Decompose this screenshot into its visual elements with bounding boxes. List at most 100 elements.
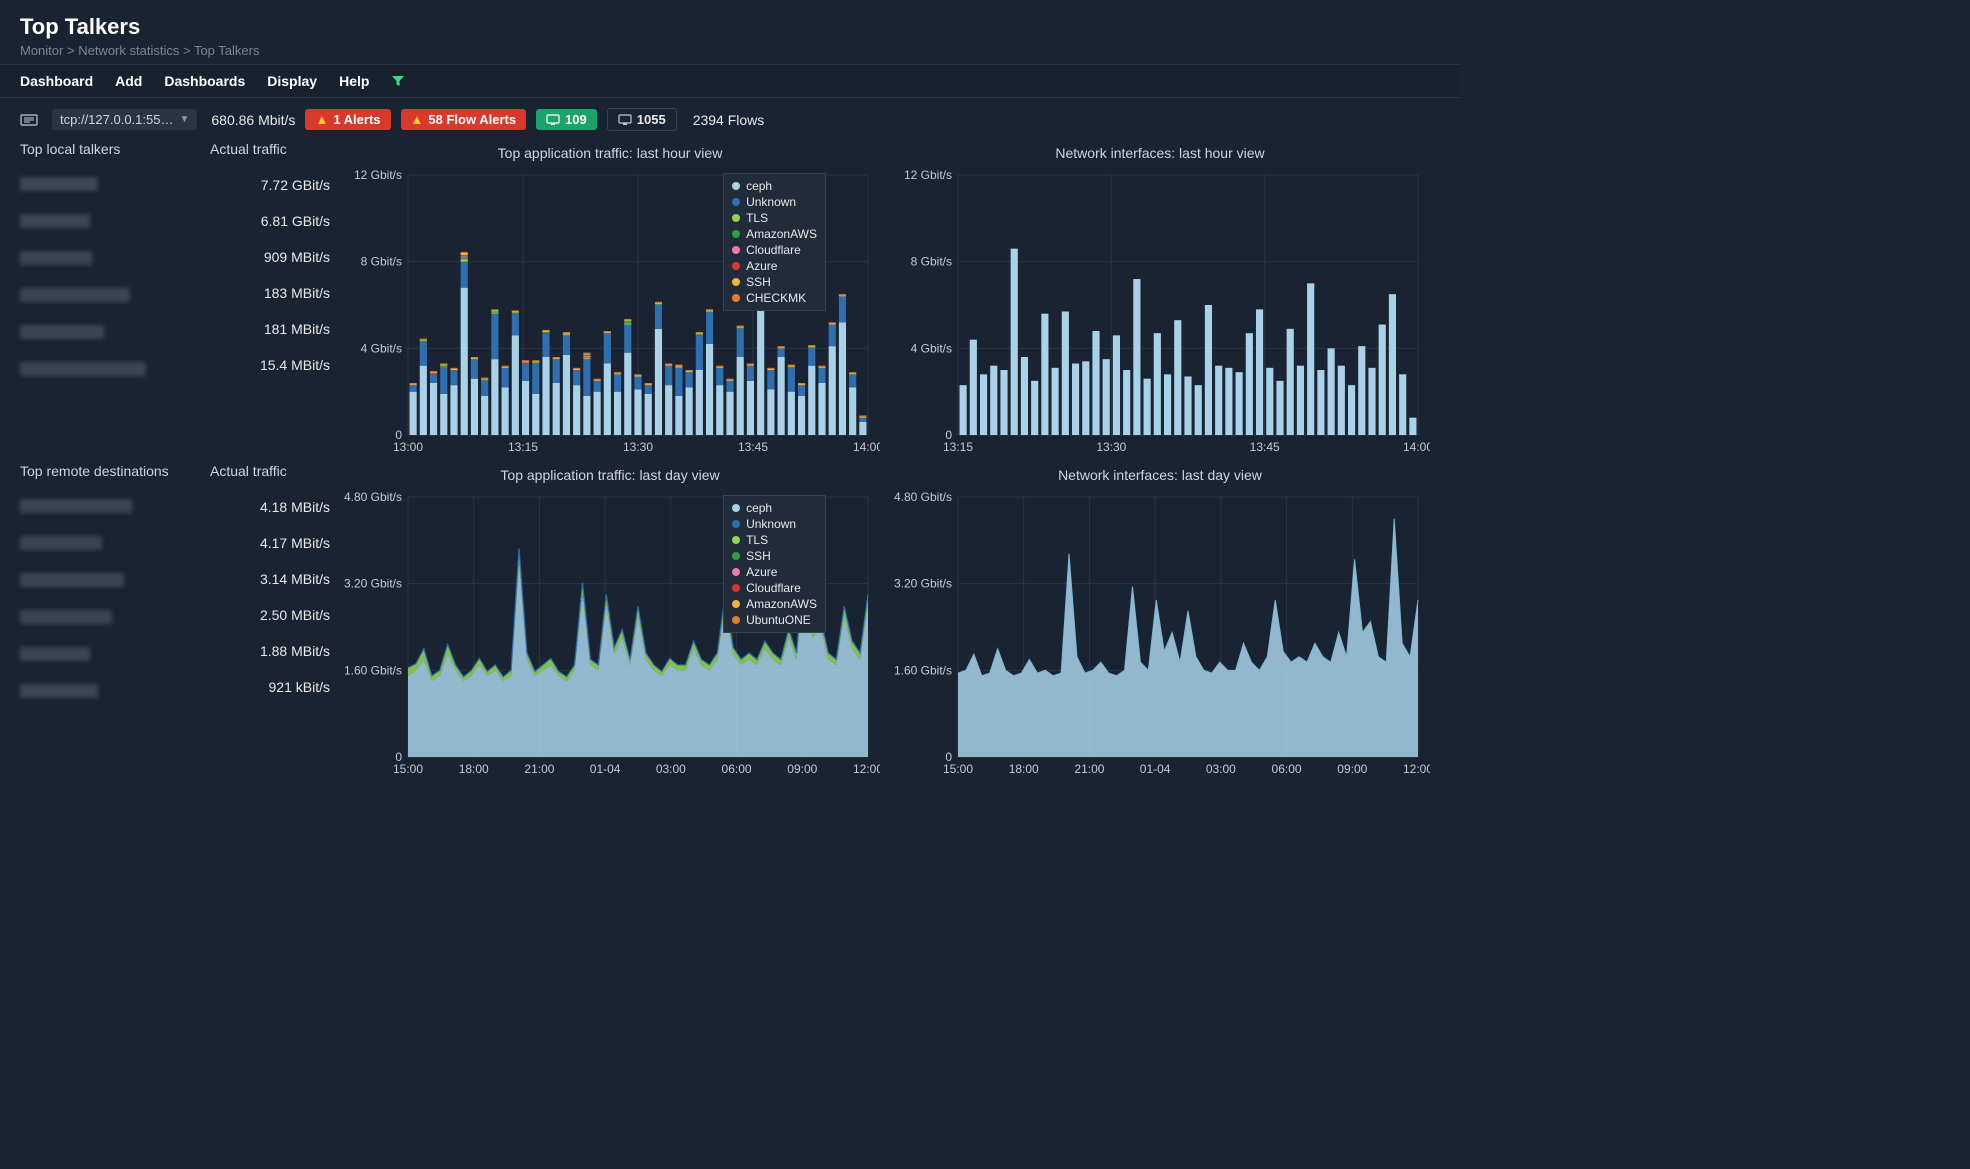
svg-text:8 Gbit/s: 8 Gbit/s xyxy=(361,255,402,269)
legend-app-day: cephUnknownTLSSSHAzureCloudflareAmazonAW… xyxy=(723,495,826,633)
warning-icon: ▲ xyxy=(411,112,424,127)
svg-text:03:00: 03:00 xyxy=(1206,762,1236,776)
hosts-green-badge[interactable]: 109 xyxy=(536,109,597,130)
alerts-badge[interactable]: ▲ 1 Alerts xyxy=(305,109,390,130)
filter-icon[interactable] xyxy=(391,74,405,88)
legend-item[interactable]: SSH xyxy=(732,274,817,290)
legend-item[interactable]: Unknown xyxy=(732,516,817,532)
chevron-down-icon: ▼ xyxy=(179,114,189,125)
svg-text:12:00: 12:00 xyxy=(853,762,880,776)
legend-item[interactable]: ceph xyxy=(732,178,817,194)
chart-if-day-svg[interactable]: 01.60 Gbit/s3.20 Gbit/s4.80 Gbit/s15:001… xyxy=(890,489,1430,779)
local-talker-list xyxy=(20,163,200,379)
host-icon xyxy=(546,114,560,126)
svg-text:13:45: 13:45 xyxy=(738,440,768,454)
list-item[interactable] xyxy=(20,610,200,627)
warning-icon: ▲ xyxy=(315,112,328,127)
svg-text:09:00: 09:00 xyxy=(787,762,817,776)
list-item[interactable] xyxy=(20,573,200,590)
svg-text:06:00: 06:00 xyxy=(1272,762,1302,776)
traffic-value: 4.17 MBit/s xyxy=(210,535,330,551)
svg-text:3.20 Gbit/s: 3.20 Gbit/s xyxy=(894,577,952,591)
svg-text:12:00: 12:00 xyxy=(1403,762,1430,776)
list-item[interactable] xyxy=(20,499,200,516)
list-item[interactable] xyxy=(20,251,200,268)
legend-item[interactable]: Azure xyxy=(732,564,817,580)
flow-alerts-label: 58 Flow Alerts xyxy=(428,112,516,127)
traffic-value: 6.81 GBit/s xyxy=(210,213,330,229)
list-item[interactable] xyxy=(20,362,200,379)
svg-text:21:00: 21:00 xyxy=(1074,762,1104,776)
col-header-local: Top local talkers xyxy=(20,141,200,457)
legend-item[interactable]: TLS xyxy=(732,532,817,548)
svg-text:13:00: 13:00 xyxy=(393,440,423,454)
chart-app-hour: Top application traffic: last hour view … xyxy=(340,141,880,457)
legend-item[interactable]: Unknown xyxy=(732,194,817,210)
svg-text:13:15: 13:15 xyxy=(508,440,538,454)
breadcrumb-item[interactable]: Top Talkers xyxy=(194,43,260,58)
svg-text:01-04: 01-04 xyxy=(590,762,621,776)
traffic-value: 7.72 GBit/s xyxy=(210,177,330,193)
list-item[interactable] xyxy=(20,177,200,194)
flows-count: 2394 Flows xyxy=(693,112,765,128)
legend-item[interactable]: SSH xyxy=(732,548,817,564)
svg-text:1.60 Gbit/s: 1.60 Gbit/s xyxy=(894,663,952,677)
menu-display[interactable]: Display xyxy=(267,73,317,89)
list-item[interactable] xyxy=(20,684,200,701)
legend-item[interactable]: CHECKMK xyxy=(732,290,817,306)
remote-dest-list xyxy=(20,485,200,701)
list-item[interactable] xyxy=(20,536,200,553)
flow-alerts-badge[interactable]: ▲ 58 Flow Alerts xyxy=(401,109,527,130)
legend-item[interactable]: TLS xyxy=(732,210,817,226)
legend-item[interactable]: Azure xyxy=(732,258,817,274)
throughput-value: 680.86 Mbit/s xyxy=(211,112,295,128)
svg-text:4 Gbit/s: 4 Gbit/s xyxy=(911,341,952,355)
traffic-value: 1.88 MBit/s xyxy=(210,643,330,659)
svg-text:18:00: 18:00 xyxy=(459,762,489,776)
traffic-value: 4.18 MBit/s xyxy=(210,499,330,515)
svg-text:13:45: 13:45 xyxy=(1250,440,1280,454)
menu-bar: Dashboard Add Dashboards Display Help xyxy=(0,64,1460,98)
list-item[interactable] xyxy=(20,647,200,664)
legend-app-hour: cephUnknownTLSAmazonAWSCloudflareAzureSS… xyxy=(723,173,826,311)
legend-item[interactable]: UbuntuONE xyxy=(732,612,817,628)
svg-text:1.60 Gbit/s: 1.60 Gbit/s xyxy=(344,663,402,677)
menu-add[interactable]: Add xyxy=(115,73,142,89)
legend-item[interactable]: AmazonAWS xyxy=(732,596,817,612)
legend-item[interactable]: ceph xyxy=(732,500,817,516)
col-header-remote: Top remote destinations xyxy=(20,463,200,779)
svg-text:15:00: 15:00 xyxy=(393,762,423,776)
legend-item[interactable]: Cloudflare xyxy=(732,242,817,258)
svg-text:3.20 Gbit/s: 3.20 Gbit/s xyxy=(344,577,402,591)
svg-text:8 Gbit/s: 8 Gbit/s xyxy=(911,255,952,269)
list-item[interactable] xyxy=(20,325,200,342)
legend-item[interactable]: AmazonAWS xyxy=(732,226,817,242)
traffic-value: 15.4 MBit/s xyxy=(210,357,330,373)
chart-if-hour-svg[interactable]: 04 Gbit/s8 Gbit/s12 Gbit/s13:1513:3013:4… xyxy=(890,167,1430,457)
traffic-value: 909 MBit/s xyxy=(210,249,330,265)
traffic-value: 181 MBit/s xyxy=(210,321,330,337)
hosts-dark-badge[interactable]: 1055 xyxy=(607,108,677,131)
list-item[interactable] xyxy=(20,214,200,231)
menu-dashboards[interactable]: Dashboards xyxy=(164,73,245,89)
hosts-green-count: 109 xyxy=(565,112,587,127)
breadcrumb-item[interactable]: Monitor xyxy=(20,43,63,58)
svg-text:14:00: 14:00 xyxy=(853,440,880,454)
menu-dashboard[interactable]: Dashboard xyxy=(20,73,93,89)
legend-item[interactable]: Cloudflare xyxy=(732,580,817,596)
traffic-value: 3.14 MBit/s xyxy=(210,571,330,587)
svg-text:13:30: 13:30 xyxy=(623,440,653,454)
remote-traffic-list: 4.18 MBit/s 4.17 MBit/s 3.14 MBit/s 2.50 MB… xyxy=(210,485,330,695)
svg-text:12 Gbit/s: 12 Gbit/s xyxy=(904,168,952,182)
svg-text:4 Gbit/s: 4 Gbit/s xyxy=(361,341,402,355)
svg-text:01-04: 01-04 xyxy=(1140,762,1171,776)
chart-app-day: Top application traffic: last day view 0… xyxy=(340,463,880,779)
menu-help[interactable]: Help xyxy=(339,73,369,89)
breadcrumb-item[interactable]: Network statistics xyxy=(78,43,179,58)
svg-text:06:00: 06:00 xyxy=(722,762,752,776)
traffic-value: 2.50 MBit/s xyxy=(210,607,330,623)
list-item[interactable] xyxy=(20,288,200,305)
svg-text:13:15: 13:15 xyxy=(943,440,973,454)
interface-label: tcp://127.0.0.1:55… xyxy=(60,112,173,127)
interface-selector[interactable]: tcp://127.0.0.1:55… ▼ xyxy=(52,109,197,130)
